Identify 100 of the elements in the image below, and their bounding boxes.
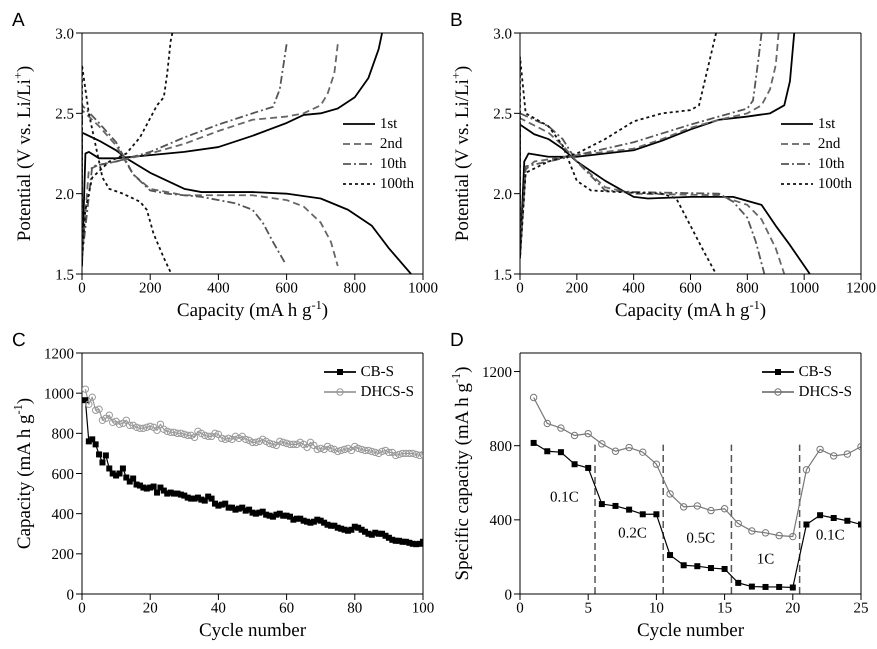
x-tick-label: 5	[584, 600, 592, 617]
line-series	[82, 43, 339, 267]
legend-label: 2nd	[380, 136, 402, 152]
point	[666, 490, 674, 498]
y-tick-label: 400	[52, 506, 74, 523]
point	[722, 566, 728, 572]
point	[762, 584, 769, 590]
point	[748, 584, 755, 590]
x-axis-title: Cycle number	[636, 620, 745, 641]
x-tick-label: 20	[785, 600, 800, 617]
point	[639, 448, 646, 456]
x-tick-label: 25	[854, 600, 868, 617]
y-tick-label: 0	[66, 587, 74, 604]
point	[748, 527, 756, 535]
y-tick-label: 1000	[44, 386, 74, 402]
y-tick-label: 1.5	[493, 267, 512, 284]
annotation: 0.1C	[816, 528, 845, 545]
point	[530, 440, 537, 446]
x-tick-label: 600	[679, 280, 702, 297]
x-tick-label: 800	[736, 280, 759, 297]
annotation: 0.5C	[686, 530, 716, 548]
y-tick-label: 2.5	[55, 106, 74, 123]
x-axis-title: Cycle number	[198, 620, 307, 641]
point	[762, 529, 770, 537]
point	[680, 562, 687, 568]
point	[544, 448, 550, 454]
point	[544, 420, 551, 428]
y-tick-label: 800	[52, 426, 74, 443]
point	[626, 506, 632, 513]
point	[558, 449, 564, 456]
x-tick-label: 200	[566, 280, 588, 297]
point	[584, 430, 592, 438]
x-tick-label: 15	[717, 600, 732, 617]
x-tick-label: 80	[347, 600, 362, 617]
chart-title: B	[450, 10, 463, 32]
chart-title: D	[450, 330, 464, 352]
point	[789, 532, 796, 540]
point	[653, 511, 660, 518]
x-tick-label: 20	[142, 600, 158, 617]
point	[598, 440, 606, 448]
y-tick-label: 3.0	[493, 26, 512, 42]
x-axis-title: Capacity (mA h g$^{-1}$)	[614, 298, 766, 321]
point	[816, 446, 824, 454]
point	[707, 506, 715, 514]
y-tick-label: 600	[52, 466, 74, 483]
legend-label: 1st	[380, 116, 398, 132]
point	[735, 580, 742, 586]
point	[708, 565, 714, 572]
x-tick-label: 1000	[408, 280, 438, 297]
y-tick-label: 800	[490, 439, 512, 456]
point	[640, 511, 646, 518]
legend-label: 1st	[818, 116, 836, 132]
line-series	[82, 43, 288, 264]
point	[802, 466, 810, 474]
legend-label: CB-S	[360, 364, 394, 380]
point	[557, 424, 565, 432]
point	[612, 502, 618, 509]
y-tick-label: 2.0	[55, 186, 74, 203]
point	[667, 552, 674, 558]
point	[734, 520, 742, 528]
x-tick-label: 200	[138, 280, 162, 297]
x-tick-label: 0	[78, 280, 86, 297]
point	[844, 518, 850, 524]
legend-label: DHCS-S	[798, 384, 852, 400]
legend-label: 10th	[380, 156, 406, 172]
annotation: 0.2C	[618, 525, 647, 542]
point	[790, 584, 796, 591]
y-tick-label: 400	[490, 513, 512, 530]
y-tick-label: 1200	[482, 364, 512, 381]
point	[830, 514, 837, 521]
y-tick-label: 3.0	[55, 26, 74, 42]
point	[612, 448, 620, 455]
legend-label: CB-S	[798, 364, 832, 380]
legend-label: 100th	[380, 176, 414, 192]
legend-label: 100th	[818, 176, 852, 192]
chart-title: C	[12, 330, 26, 352]
point	[652, 460, 660, 468]
point	[817, 512, 824, 518]
point	[844, 450, 852, 458]
y-tick-label: 2.5	[493, 106, 512, 123]
x-axis-title: Capacity (mA h g$^{-1}$)	[176, 298, 328, 321]
x-tick-label: 100	[412, 600, 434, 617]
y-tick-label: 200	[52, 547, 74, 564]
point	[776, 584, 782, 590]
y-tick-label: 2.0	[493, 186, 512, 203]
point	[694, 502, 702, 510]
chart-title: A	[12, 10, 25, 32]
x-tick-label: 40	[210, 600, 226, 617]
point	[530, 394, 538, 402]
y-tick-label: 0	[504, 587, 512, 604]
annotation: 0.1C	[550, 489, 579, 506]
point	[720, 505, 728, 512]
x-tick-label: 400	[622, 280, 645, 297]
x-tick-label: 0	[78, 600, 86, 617]
x-tick-label: 0	[516, 280, 524, 297]
legend-label: 2nd	[818, 136, 840, 152]
point	[598, 501, 605, 508]
x-tick-label: 60	[279, 600, 294, 617]
point	[570, 432, 578, 440]
x-tick-label: 600	[275, 280, 298, 297]
